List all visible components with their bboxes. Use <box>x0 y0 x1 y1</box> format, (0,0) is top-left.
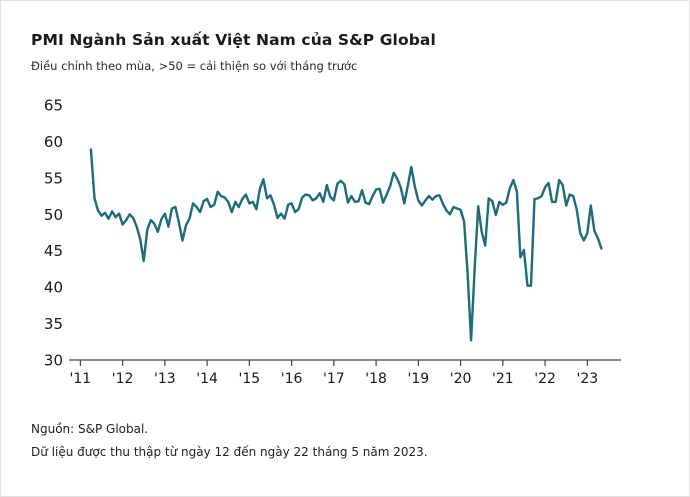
chart-subtitle: Điều chỉnh theo mùa, >50 = cải thiện so … <box>31 59 358 73</box>
source-text: Nguồn: S&P Global. <box>31 422 149 436</box>
y-axis-label: 55 <box>44 169 63 187</box>
pmi-line-chart-svg: 30 35 40 45 50 55 60 65 '11 '12 '13 '14 '15 '16 '17 '18… <box>44 97 621 387</box>
x-axis-label: '14 <box>196 371 218 387</box>
y-axis-label: 40 <box>44 279 63 297</box>
x-axis-label: '16 <box>281 371 303 387</box>
x-axis-label: '21 <box>492 371 514 387</box>
y-axis-label: 50 <box>44 206 63 224</box>
x-axis-label: '22 <box>534 371 556 387</box>
x-axis-label: '23 <box>576 371 598 387</box>
y-axis-label: 65 <box>44 97 63 115</box>
x-axis-label: '15 <box>239 371 261 387</box>
y-axis-label: 45 <box>44 242 63 260</box>
y-axis-label: 35 <box>44 315 63 333</box>
x-axis-label: '13 <box>154 371 176 387</box>
y-axis-label: 60 <box>44 133 63 151</box>
x-axis-label: '18 <box>365 371 387 387</box>
y-axis-label: 30 <box>44 352 63 370</box>
collection-note-text: Dữ liệu được thu thập từ ngày 12 đến ngà… <box>31 445 428 459</box>
x-axis-label: '11 <box>70 371 92 387</box>
x-axis-label: '17 <box>323 371 345 387</box>
x-axis-label: '19 <box>408 371 430 387</box>
pmi-line <box>89 148 603 342</box>
x-axis-label: '12 <box>112 371 134 387</box>
page-title: PMI Ngành Sản xuất Việt Nam của S&P Glob… <box>31 31 436 49</box>
pmi-line-chart: 30 35 40 45 50 55 60 65 '11 '12 '13 '14 '15 '16 '17 '18… <box>19 85 649 400</box>
x-axis-label: '20 <box>450 371 472 387</box>
